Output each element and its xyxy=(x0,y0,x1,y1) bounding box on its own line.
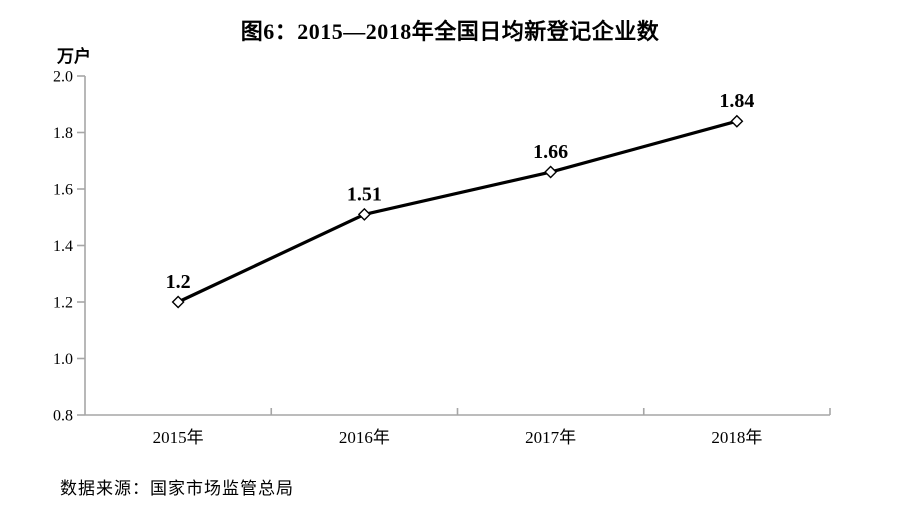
data-point-marker xyxy=(171,295,185,309)
data-point-label: 1.2 xyxy=(166,271,191,293)
y-tick-label: 1.0 xyxy=(53,351,73,368)
y-tick-label: 1.6 xyxy=(53,182,73,199)
y-tick-label: 1.8 xyxy=(53,125,73,142)
x-tick-label: 2016年 xyxy=(339,428,390,447)
data-point-label: 1.51 xyxy=(347,183,382,205)
x-tick-label: 2015年 xyxy=(153,428,204,447)
data-source-note: 数据来源：国家市场监管总局 xyxy=(60,479,294,498)
data-point-marker xyxy=(544,165,558,179)
data-line xyxy=(176,119,739,304)
data-point-marker xyxy=(730,114,744,128)
x-tick-label: 2017年 xyxy=(525,428,576,447)
data-point-label: 1.84 xyxy=(719,90,754,112)
data-point-marker xyxy=(357,207,371,221)
x-tick-label: 2018年 xyxy=(711,428,762,447)
chart-title: 图6：2015—2018年全国日均新登记企业数 xyxy=(240,19,660,44)
y-tick-label: 2.0 xyxy=(53,69,73,86)
data-point-label: 1.66 xyxy=(533,141,568,163)
y-tick-label: 0.8 xyxy=(53,408,73,425)
y-tick-label: 1.2 xyxy=(53,295,73,312)
y-tick-label: 1.4 xyxy=(53,238,73,255)
y-axis-unit-label: 万户 xyxy=(57,47,91,66)
